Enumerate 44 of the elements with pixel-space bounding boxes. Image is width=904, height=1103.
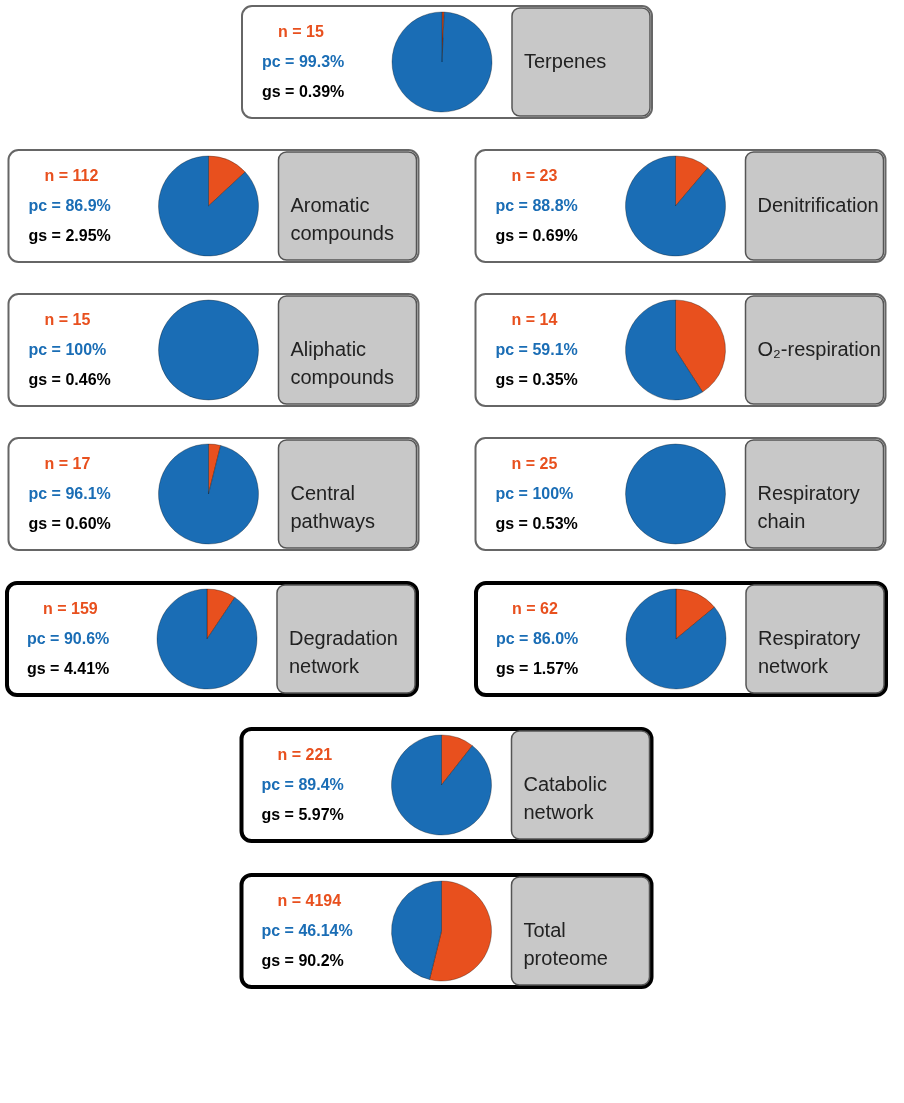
text: pc = 100% [28,341,107,358]
text: pc = 90.6% [27,630,110,647]
text: pc = 59.1% [495,341,578,358]
text: n = 4194 [277,892,342,909]
text: gs = 0.39% [262,83,345,100]
text: gs = 0.60% [28,515,111,532]
text: Respiratory chain [757,482,860,532]
text: pc = 96.1% [28,485,111,502]
text: gs = 4.41% [27,660,110,677]
text: gs = 1.57% [496,660,579,677]
text: pc = 46.14% [261,922,353,939]
text: pc = 88.8% [495,197,578,214]
text: n = 15 [44,311,91,328]
text: Total proteome [523,919,608,969]
text: gs = 90.2% [261,952,344,969]
text: pc = 100% [495,485,574,502]
text: n = 159 [43,600,98,617]
text: n = 23 [511,167,558,184]
text: n = 62 [512,600,558,617]
text: gs = 5.97% [261,806,344,823]
text: Degradation network [289,627,398,677]
text: pc = 99.3% [262,53,345,70]
text: pc = 86.0% [496,630,579,647]
text: O₂-respiration [757,338,881,360]
text: Aromatic compounds [290,194,394,244]
text: Aliphatic compounds [290,338,394,388]
text: n = 17 [44,455,91,472]
text: n = 112 [44,167,99,184]
text: pc = 89.4% [261,776,344,793]
text: Catabolic network [523,773,607,823]
text: n = 15 [278,23,324,40]
text: gs = 0.46% [28,371,111,388]
text: pc = 86.9% [28,197,111,214]
text: Denitrification [757,194,879,216]
text: gs = 0.69% [495,227,578,244]
text: n = 14 [511,311,558,328]
text: gs = 0.53% [495,515,578,532]
text: n = 25 [511,455,558,472]
text: gs = 0.35% [495,371,578,388]
text: Terpenes [524,50,607,72]
text: n = 221 [277,746,333,763]
text: gs = 2.95% [28,227,111,244]
text: Central pathways [290,482,375,532]
text: Respiratory network [758,627,861,677]
